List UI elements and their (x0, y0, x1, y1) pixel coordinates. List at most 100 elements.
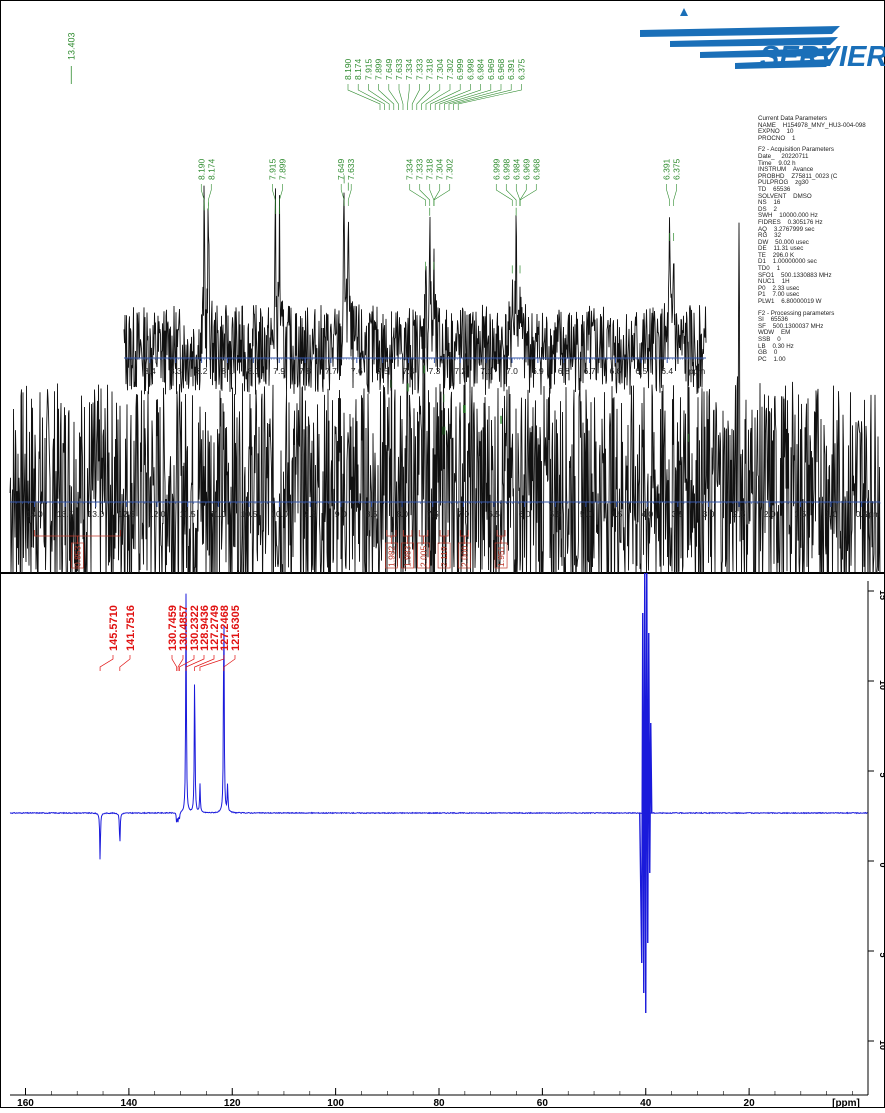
param-row: SWH 10000.000 Hz (758, 212, 818, 220)
carbon-peak-label: 128.9436 (199, 605, 211, 651)
grouped-peak-leader (368, 84, 390, 110)
expansion-x-tick-label: 6.7 (584, 366, 596, 376)
expansion-x-tick-label: 7.3 (428, 366, 440, 376)
proton-expansion-trace (123, 185, 707, 395)
carbon-trace (9, 593, 869, 860)
param-row: Date_ 20220711 (758, 152, 809, 160)
integral-value: 1.982 (386, 545, 396, 567)
x-tick-label: 11.5 (180, 509, 196, 519)
carbon-x-tick-label: 60 (537, 1098, 549, 1108)
x-tick-label: 13.0 (88, 509, 105, 519)
integral-value: 1.951 (496, 545, 506, 567)
expansion-peak-leader (673, 184, 677, 206)
x-tick-label: 4.5 (611, 509, 623, 519)
expansion-peak-leader (419, 184, 431, 206)
x-tick-label: 9.0 (335, 509, 347, 519)
solvent-peak-dmso (639, 552, 653, 1014)
x-tick-label: 4.0 (641, 509, 653, 519)
grouped-peak-label: 6.391 (506, 58, 516, 80)
integral-bracket (439, 530, 449, 544)
grouped-peak-leader (425, 84, 451, 110)
grouped-peak-leader (444, 84, 492, 110)
carbon-y-tick-label: 15 (878, 590, 885, 600)
param-row: P0 2.33 usec (758, 284, 800, 292)
grouped-peak-leader (411, 84, 420, 110)
carbon-peak-leader (99, 655, 114, 671)
param-block-title: F2 - Processing parameters (758, 309, 835, 317)
carbon-x-tick-label: 40 (640, 1098, 652, 1108)
carbon-x-tick-label: 140 (121, 1098, 138, 1108)
x-tick-label: 6.0 (519, 509, 531, 519)
param-row: NAME H154978_MNY_HU3-004-098 (758, 121, 866, 129)
param-row: PULPROG zg30 (758, 179, 809, 187)
expansion-peak-label: 6.999 (491, 158, 501, 180)
grouped-peak-label: 7.633 (394, 58, 404, 80)
grouped-peak-leader (357, 84, 385, 110)
peak-label-13403: 13.403 (66, 32, 76, 60)
carbon-peak-label: 130.4857 (178, 605, 190, 651)
param-row: FIDRES 0.305176 Hz (758, 218, 823, 226)
x-tick-label: 5.5 (549, 509, 561, 519)
expansion-peak-leader (666, 184, 670, 206)
x-tick-label: 1.5 (794, 509, 806, 519)
grouped-peak-label: 7.915 (363, 58, 373, 80)
param-row: SSB 0 (758, 336, 781, 343)
grouped-peak-label: 6.984 (476, 58, 486, 80)
integral-value-box (457, 542, 471, 569)
grouped-peak-label: 6.969 (486, 58, 496, 80)
x-tick-label: 10.5 (241, 509, 258, 519)
integral-value: 2.005 (419, 545, 429, 567)
expansion-peak-label: 6.984 (511, 158, 521, 180)
integral-value-box (401, 542, 414, 569)
expansion-peak-label: 6.969 (521, 158, 531, 180)
carbon-peak-label: 130.2322 (189, 605, 201, 651)
param-row: SI 65536 (758, 316, 788, 324)
expansion-x-tick-label: 6.5 (635, 366, 647, 376)
grouped-peak-label: 8.174 (353, 58, 363, 80)
carbon-x-tick-label: 20 (744, 1098, 756, 1108)
integral-value: 2.119 (439, 546, 449, 567)
expansion-peak-leader (433, 184, 441, 206)
carbon-nmr-panel: 16014012010080604020[ppm]15105051015145.… (0, 552, 885, 1109)
expansion-peak-label: 6.391 (662, 158, 672, 180)
grouped-peak-label: 7.318 (425, 58, 435, 80)
x-axis-label: ppm (864, 509, 881, 519)
grouped-peak-label: 6.998 (465, 58, 475, 80)
carbon-y-tick-label: 5 (878, 952, 885, 957)
carbon-x-tick-label: 160 (17, 1098, 34, 1108)
param-row: DS 2 (758, 205, 777, 213)
grouped-peak-label: 6.375 (516, 58, 526, 80)
param-gap (758, 363, 885, 368)
param-row: NUC1 1H (758, 278, 790, 286)
param-row: D1 1.00000000 sec (758, 258, 817, 266)
x-tick-label: 9.5 (304, 509, 316, 519)
expansion-peak-leader (495, 184, 513, 206)
carbon-y-tick-label: 10 (878, 680, 885, 690)
expansion-peak-label: 7.899 (277, 158, 287, 180)
expansion-peak-leader (519, 184, 527, 206)
param-row: P1 7.00 usec (758, 291, 800, 299)
expansion-x-tick-label: 7.6 (351, 366, 363, 376)
expansion-peak-label: 7.649 (336, 158, 346, 180)
expansion-x-tick-label: 7.8 (299, 366, 311, 376)
grouped-peak-label: 6.968 (496, 58, 506, 80)
param-row: DE 11.31 usec (758, 245, 804, 253)
x-tick-label: 8.5 (366, 509, 378, 519)
param-row: WDW EM (758, 329, 791, 337)
expansion-peak-label: 6.375 (672, 158, 682, 180)
expansion-x-tick-label: 8.2 (196, 366, 208, 376)
grouped-peak-label: 7.334 (404, 58, 414, 80)
expansion-x-tick-label: 8.3 (170, 366, 182, 376)
param-row: LB 0.30 Hz (758, 342, 794, 350)
carbon-peak-label: 127.2468 (219, 605, 231, 651)
x-tick-label: 14.0 (26, 509, 43, 519)
expansion-peak-label: 7.915 (267, 158, 277, 180)
expansion-x-tick-label: 7.2 (454, 366, 466, 376)
x-tick-label: 12.0 (149, 509, 166, 519)
proton-nmr-panel: 14.0 13.5 13.0 12.5 12.0 11.5 11.0 10.5 10.0 9.5 9… (0, 0, 885, 599)
param-row: PC 1.00 (758, 355, 786, 363)
x-tick-label: 10.0 (271, 509, 288, 519)
expansion-peak-leader (433, 184, 451, 206)
expansion-x-tick-label: 8.0 (247, 366, 259, 376)
expansion-x-tick-label: 7.1 (480, 366, 492, 376)
